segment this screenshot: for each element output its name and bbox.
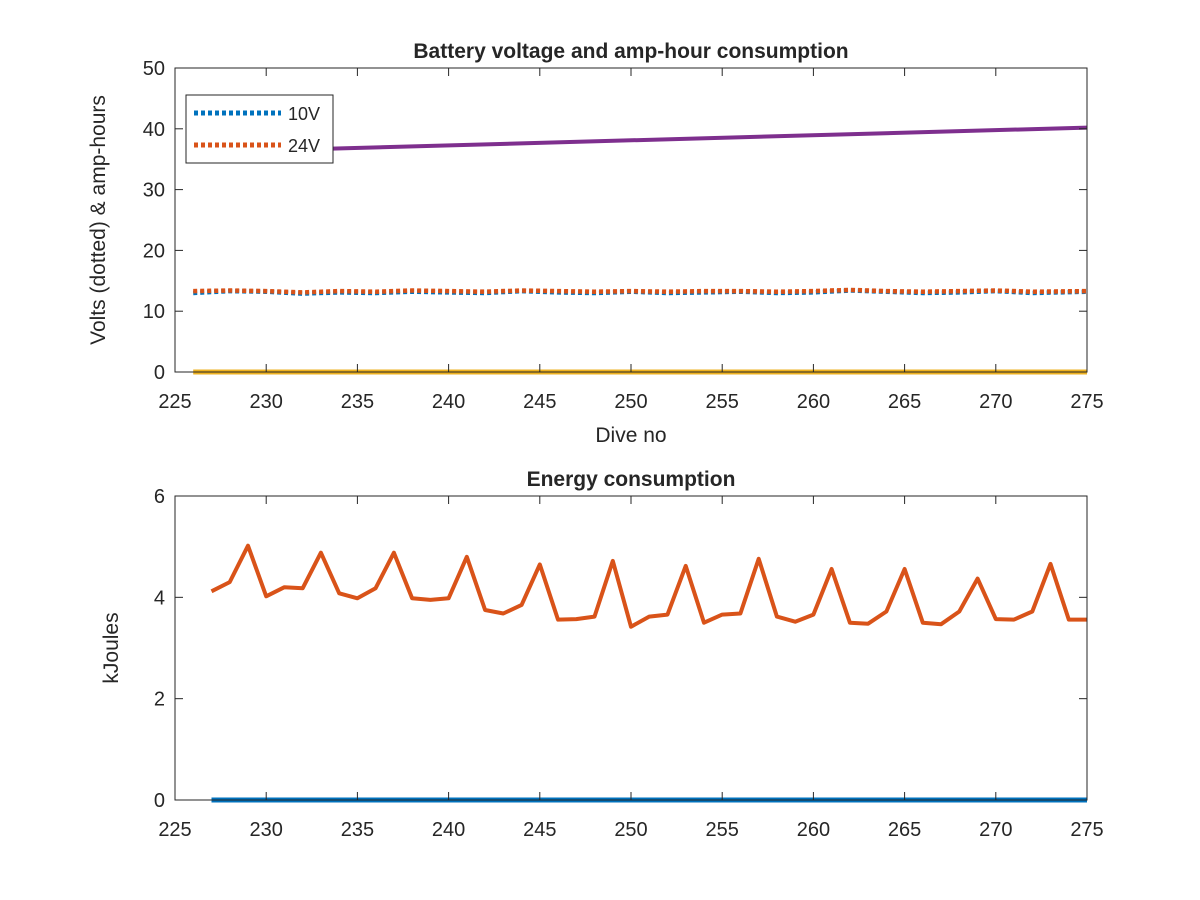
y-tick-label: 4 [154, 587, 165, 609]
y-tick-label: 10 [143, 301, 165, 323]
x-tick-label: 250 [614, 819, 647, 841]
voltage-chart-x-label: Dive no [595, 424, 666, 447]
x-tick-label: 240 [432, 819, 465, 841]
x-tick-label: 235 [341, 819, 374, 841]
y-tick-label: 0 [154, 362, 165, 384]
y-tick-label: 6 [154, 486, 165, 508]
y-tick-label: 30 [143, 180, 165, 202]
x-tick-label: 250 [614, 391, 647, 413]
energy-chart-y-label: kJoules [100, 612, 123, 683]
x-tick-label: 230 [250, 391, 283, 413]
voltage-amp-hour-chart: 225 230 235 240 245 250 255 260 265 270 275 0 10 20 3… [87, 40, 1104, 447]
y-tick-label: 20 [143, 240, 165, 262]
x-tick-label: 270 [979, 819, 1012, 841]
x-tick-label: 275 [1070, 819, 1103, 841]
x-tick-label: 245 [523, 391, 556, 413]
voltage-chart-title: Battery voltage and amp-hour consumption [413, 40, 848, 63]
x-tick-label: 260 [797, 391, 830, 413]
voltage-chart-y-label: Volts (dotted) & amp-hours [87, 95, 110, 345]
series-line-1-0 [210, 543, 1087, 629]
x-tick-label: 245 [523, 819, 556, 841]
x-tick-label: 225 [158, 819, 191, 841]
voltage-chart-x-ticks: 225 230 235 240 245 250 255 260 265 270 275 [158, 68, 1104, 413]
voltage-chart-legend: 10V 24V [185, 94, 334, 164]
y-tick-label: 0 [154, 790, 165, 812]
x-tick-label: 255 [706, 391, 739, 413]
x-tick-label: 240 [432, 391, 465, 413]
energy-consumption-chart: 225 230 235 240 245 250 255 260 265 270 275 0 2 4 6 E… [100, 468, 1104, 841]
x-tick-label: 255 [706, 819, 739, 841]
x-tick-label: 265 [888, 391, 921, 413]
series-line-24v [193, 287, 1088, 295]
voltage-chart-y-ticks: 0 10 20 30 40 50 [143, 58, 1087, 384]
energy-chart-y-ticks: 0 2 4 6 [154, 486, 1087, 812]
x-tick-label: 260 [797, 819, 830, 841]
x-tick-label: 270 [979, 391, 1012, 413]
x-tick-label: 230 [250, 819, 283, 841]
series-line-0-2 [193, 125, 1088, 155]
energy-chart-title: Energy consumption [527, 468, 736, 491]
y-tick-label: 40 [143, 119, 165, 141]
legend-box [185, 94, 334, 164]
energy-chart-x-ticks: 225 230 235 240 245 250 255 260 265 270 275 [158, 496, 1104, 841]
x-tick-label: 265 [888, 819, 921, 841]
x-tick-label: 225 [158, 391, 191, 413]
x-tick-label: 275 [1070, 391, 1103, 413]
y-tick-label: 50 [143, 58, 165, 80]
legend-entry-24v: 24V [288, 136, 320, 156]
y-tick-label: 2 [154, 689, 165, 711]
x-tick-label: 235 [341, 391, 374, 413]
legend-entry-10v: 10V [288, 104, 320, 124]
